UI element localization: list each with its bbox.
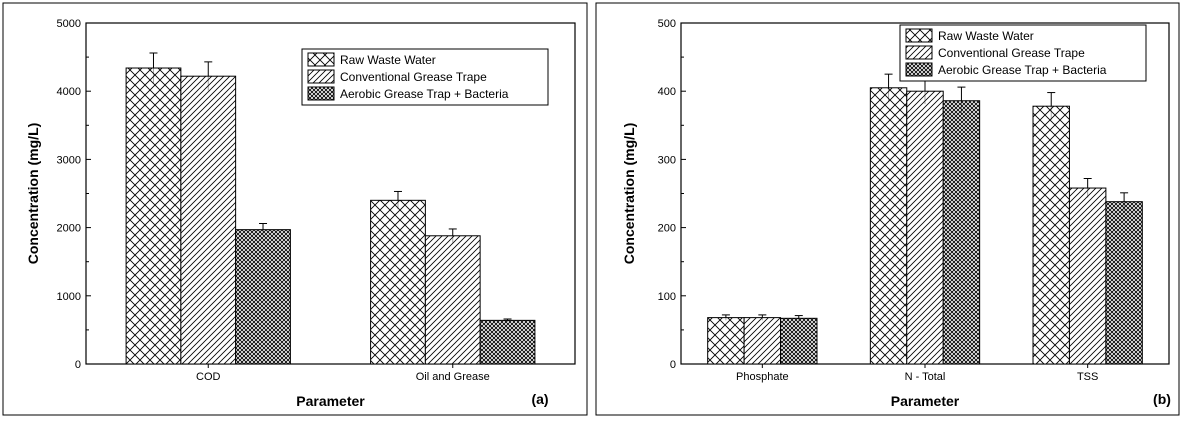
x-tick-label: Phosphate [736, 371, 789, 383]
bar [125, 67, 182, 365]
bar [1068, 187, 1107, 365]
x-tick-label: COD [196, 371, 221, 383]
legend-entry: Conventional Grease Trape [938, 46, 1085, 60]
panel-label: (a) [531, 391, 548, 407]
x-axis-label: Parameter [296, 393, 365, 409]
bar [869, 87, 908, 365]
x-axis-label: Parameter [891, 393, 960, 409]
y-axis-label: Concentration (mg/L) [25, 123, 41, 265]
bar [180, 75, 237, 365]
y-tick-label: 400 [658, 86, 676, 98]
y-tick-label: 1000 [57, 291, 81, 303]
legend-swatch [307, 52, 335, 67]
legend-swatch [307, 69, 335, 84]
y-tick-label: 0 [670, 359, 676, 371]
legend-swatch [905, 28, 933, 43]
legend-entry: Aerobic Grease Trap + Bacteria [340, 87, 509, 101]
bar [780, 317, 818, 365]
legend-entry: Raw Waste Water [938, 29, 1034, 43]
panel-frame [595, 2, 1180, 416]
legend-box [301, 48, 549, 106]
x-tick-label: TSS [1077, 371, 1098, 383]
legend-entry: Aerobic Grease Trap + Bacteria [938, 63, 1107, 77]
panel-label: (b) [1153, 391, 1171, 407]
bar [707, 317, 745, 365]
legend-swatch [905, 62, 933, 77]
x-tick-label: Oil and Grease [416, 371, 490, 383]
legend-swatch [307, 86, 335, 101]
legend-swatch [905, 45, 933, 60]
bar [1032, 105, 1070, 365]
chart-panel-1: 0 100 200 300 400 500 Phosphate N - Total TSS Par… [595, 2, 1180, 416]
y-tick-label: 4000 [57, 86, 81, 98]
chart-panel-0: 0 1000 2000 3000 4000 5000 COD Oil and Grease Pa… [2, 2, 588, 416]
bar [743, 317, 782, 365]
panel-frame [2, 2, 588, 416]
y-tick-label: 0 [75, 359, 81, 371]
y-tick-label: 200 [658, 223, 676, 235]
y-tick-label: 500 [658, 18, 676, 30]
y-tick-label: 3000 [57, 154, 81, 166]
bar [424, 235, 481, 365]
x-tick-label: N - Total [905, 371, 946, 383]
bar [1105, 201, 1143, 365]
legend: Raw Waste Water Conventional Grease Trape… [301, 48, 549, 106]
bar [906, 90, 944, 365]
y-tick-label: 5000 [57, 18, 81, 30]
y-tick-label: 100 [658, 291, 676, 303]
bar [942, 100, 981, 365]
y-axis-label: Concentration (mg/L) [621, 123, 637, 265]
bar [370, 199, 426, 365]
legend-entry: Raw Waste Water [340, 53, 436, 67]
bar [479, 319, 536, 365]
y-tick-label: 300 [658, 154, 676, 166]
legend: Raw Waste Water Conventional Grease Trape… [899, 24, 1147, 82]
bar [235, 229, 291, 365]
legend-entry: Conventional Grease Trape [340, 70, 487, 84]
y-tick-label: 2000 [57, 223, 81, 235]
legend-box [899, 24, 1147, 82]
